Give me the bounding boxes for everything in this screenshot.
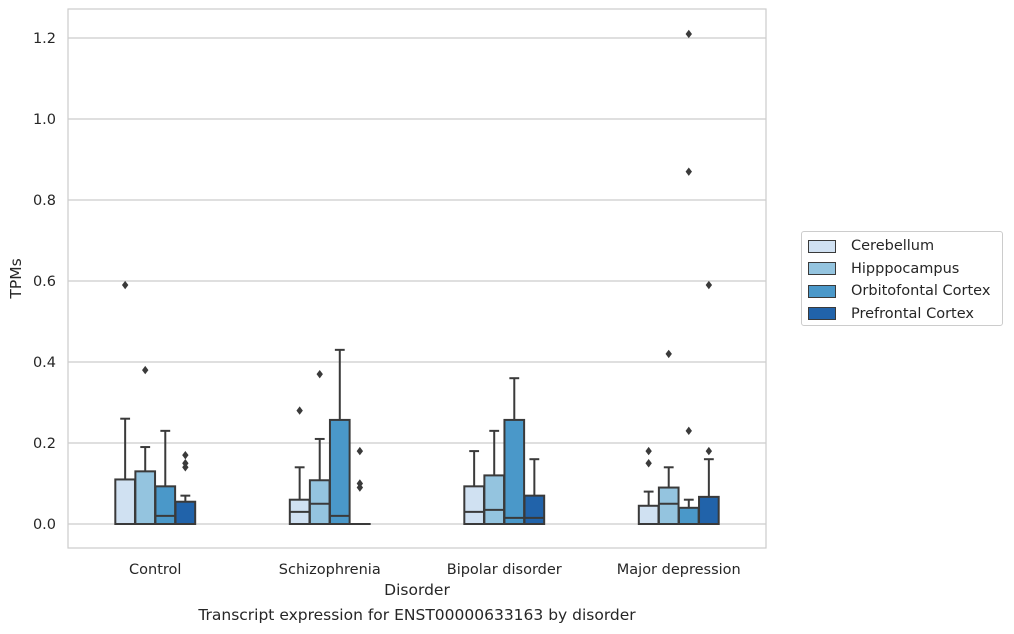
box-orbitofontal-cortex — [677, 29, 700, 525]
y-tick-label: 1.2 — [33, 31, 56, 47]
outlier-point — [685, 426, 692, 436]
box-body — [463, 485, 485, 525]
legend-item: Cerebellum — [808, 235, 1002, 258]
outlier-point — [182, 450, 189, 460]
box-body — [134, 470, 157, 526]
legend-label: Hipppocampus — [851, 260, 960, 277]
box-body — [114, 478, 136, 526]
box-body — [308, 479, 331, 526]
x-tick-label: Major depression — [617, 562, 741, 578]
outlier-point — [685, 29, 692, 39]
box-body — [523, 494, 546, 525]
box-hipppocampus — [134, 365, 157, 526]
box-body — [328, 418, 351, 526]
legend-swatch — [808, 262, 836, 276]
box-hipppocampus — [308, 369, 331, 526]
y-axis-label: TPMs — [7, 258, 25, 299]
plot-frame — [67, 8, 767, 549]
box-hipppocampus — [483, 429, 506, 525]
outlier-point — [316, 369, 323, 379]
box-orbitofontal-cortex — [503, 377, 526, 526]
outlier-point — [121, 280, 129, 290]
box-cerebellum — [637, 446, 660, 525]
legend-swatch — [808, 239, 836, 253]
outlier-point — [296, 406, 303, 415]
legend-swatch — [808, 307, 836, 321]
box-prefrontal-cortex — [698, 280, 720, 525]
box-orbitofontal-cortex — [328, 348, 351, 526]
box-prefrontal-cortex — [174, 450, 197, 526]
chart-caption: Transcript expression for ENST0000063316… — [198, 606, 636, 624]
box-series — [114, 29, 720, 526]
box-prefrontal-cortex — [349, 446, 371, 526]
legend-item: Prefrontal Cortex — [808, 303, 1002, 326]
box-body — [637, 504, 660, 525]
outlier-point — [645, 459, 652, 468]
box-body — [503, 418, 526, 526]
outlier-point — [685, 167, 692, 176]
legend-label: Cerebellum — [851, 238, 935, 255]
y-tick-label: 0.4 — [33, 355, 56, 371]
x-tick-labels: Control Schizophrenia Bipolar disorder Majo… — [129, 562, 741, 578]
outlier-point — [645, 446, 652, 456]
box-body — [657, 486, 680, 525]
y-tick-labels: 0.0 0.2 0.4 0.6 0.8 1.0 1.2 — [33, 31, 56, 533]
box-prefrontal-cortex — [523, 458, 546, 525]
y-tick-label: 0.8 — [33, 193, 56, 209]
legend-item: Hipppocampus — [808, 258, 1002, 281]
x-tick-label: Bipolar disorder — [447, 562, 562, 578]
x-axis-label: Disorder — [384, 581, 450, 599]
box-body — [483, 474, 506, 525]
box-cerebellum — [114, 280, 136, 526]
x-tick-label: Schizophrenia — [279, 562, 381, 578]
box-body — [174, 500, 197, 526]
outlier-point — [705, 446, 713, 456]
box-hipppocampus — [657, 349, 680, 525]
legend-label: Prefrontal Cortex — [851, 305, 974, 322]
y-tick-label: 0.6 — [33, 274, 56, 290]
box-orbitofontal-cortex — [154, 429, 177, 525]
outlier-point — [356, 446, 364, 456]
outlier-point — [182, 459, 189, 468]
grid-lines — [68, 37, 766, 525]
outlier-point — [356, 479, 364, 488]
legend: Cerebellum Hipppocampus Orbitofontal Cor… — [801, 231, 1003, 326]
box-body — [698, 495, 720, 525]
outlier-point — [705, 280, 713, 290]
legend-swatch — [808, 284, 836, 298]
outlier-point — [665, 349, 672, 359]
legend-label: Orbitofontal Cortex — [851, 283, 991, 300]
outlier-point — [142, 365, 149, 375]
y-tick-label: 0.0 — [33, 517, 56, 533]
y-tick-label: 1.0 — [33, 112, 56, 128]
box-cerebellum — [288, 406, 311, 526]
y-tick-label: 0.2 — [33, 436, 56, 452]
box-body — [677, 506, 700, 525]
box-cerebellum — [463, 450, 485, 525]
legend-item: Orbitofontal Cortex — [808, 280, 1002, 303]
box-body — [154, 485, 177, 525]
x-tick-label: Control — [129, 562, 181, 578]
